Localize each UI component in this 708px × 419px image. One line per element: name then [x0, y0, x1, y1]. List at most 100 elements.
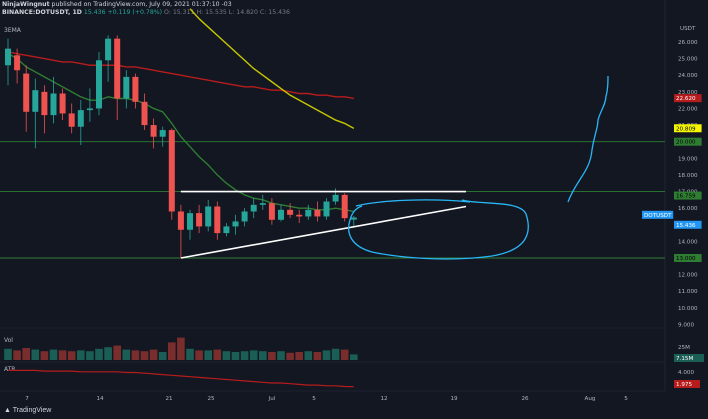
candle-body: [323, 201, 330, 217]
candle-body: [296, 214, 303, 217]
candle: [278, 204, 284, 222]
volume-bar: [313, 352, 322, 360]
candle-body: [268, 203, 275, 220]
candle-body: [150, 125, 157, 137]
candle-body: [50, 93, 57, 116]
atr-indicator-label[interactable]: ATR: [4, 366, 16, 373]
price-tag: 13.000: [674, 254, 702, 262]
volume-bar: [240, 351, 249, 360]
volume-bar: [13, 350, 21, 360]
candle: [205, 199, 212, 232]
time-axis-label: Jul: [268, 396, 276, 402]
candle-body: [68, 113, 75, 127]
time-axis-label: 5: [624, 396, 628, 402]
volume-bars: [4, 337, 358, 360]
volume-bar: [4, 348, 12, 360]
price-tag-label: 20.000: [676, 140, 696, 146]
price-tag-box: [674, 254, 702, 262]
price-axis-tick: 11.000: [678, 289, 698, 295]
candle-body: [241, 211, 248, 222]
candle-body: [77, 110, 84, 127]
volume-bar: [58, 350, 67, 360]
volume-bar: [104, 347, 112, 360]
volume-bar: [268, 352, 276, 360]
price-tag: 16.759: [674, 191, 702, 200]
time-axis-label: 21: [165, 396, 173, 402]
price-tag-box: [674, 137, 702, 146]
symbol-line: BINANCE:DOTUSDT, 1D 15.436 +0.119 (+0.78…: [2, 9, 290, 17]
symbol-label[interactable]: BINANCE:DOTUSDT, 1D: [2, 9, 82, 16]
support-trendline: [180, 205, 467, 259]
price-tag-label: 20.809: [676, 126, 696, 132]
candle-body: [96, 60, 102, 109]
price-tag-label: 15.436: [676, 223, 696, 229]
candle: [50, 76, 57, 124]
candle-body: [259, 203, 266, 205]
candle-body: [187, 213, 193, 230]
price-tag-label: 22.620: [676, 96, 696, 102]
candle-body: [32, 90, 39, 112]
price-tag: 22.620: [674, 94, 702, 103]
candle-body: [168, 130, 175, 212]
price-axis-tick: 19.000: [678, 156, 698, 162]
volume-bar: [295, 352, 303, 360]
price-tag-box: [674, 94, 702, 103]
candle: [32, 78, 39, 149]
volume-bar: [340, 349, 349, 360]
price-tag-label: 13.000: [676, 256, 696, 262]
price-tag: 20.809: [674, 124, 702, 133]
atr-axis-tick: 4.000: [678, 370, 694, 376]
candle-body: [23, 73, 30, 112]
volume-bar: [304, 351, 313, 360]
price-tag-box: [674, 124, 702, 133]
candle-body: [14, 55, 21, 71]
candle: [123, 70, 130, 109]
candle: [132, 73, 139, 109]
volume-bar: [249, 350, 258, 360]
author-name[interactable]: NinjaWingnut: [2, 1, 50, 8]
price-axis-tick: 10.000: [678, 306, 698, 312]
volume-bar: [140, 351, 149, 360]
price-axis-tick: 24.000: [678, 73, 698, 79]
candle: [159, 126, 166, 147]
candle-body: [41, 91, 48, 116]
candle-body: [123, 76, 130, 99]
atr-tag-label: 1.975: [676, 382, 692, 388]
candle-body: [332, 194, 339, 202]
candle: [105, 35, 112, 82]
tradingview-logo[interactable]: ▲ TradingView: [4, 407, 51, 414]
volume-bar: [213, 349, 222, 360]
hand-drawn-circle: [348, 199, 529, 260]
time-axis-label: 12: [380, 396, 387, 402]
price-tag-box: [674, 220, 702, 229]
candle-body: [105, 38, 112, 61]
ema-indicator-label[interactable]: 3EMA: [4, 27, 21, 34]
price-axis-tick: 16.000: [678, 206, 698, 212]
volume-bar: [195, 350, 203, 360]
volume-bar: [186, 348, 194, 360]
price-axis-tick: 18.000: [678, 173, 698, 179]
candle: [177, 204, 184, 258]
tradingview-icon: ▲: [4, 407, 11, 414]
volume-bar: [158, 352, 167, 360]
ema-fast-line: [7, 53, 354, 213]
volume-bar: [350, 354, 358, 360]
price-axis-tick: 22.000: [678, 106, 698, 112]
candle-body: [350, 217, 357, 220]
drawings: [180, 75, 609, 260]
volume-indicator-label[interactable]: Vol: [4, 337, 13, 344]
candle: [5, 38, 11, 86]
candle-body: [196, 213, 203, 227]
price-tag-box: [674, 191, 702, 200]
candle: [332, 188, 339, 205]
volume-bar: [231, 352, 240, 360]
volume-bar: [86, 351, 94, 360]
price-tag-label: DOTUSDT: [644, 213, 672, 219]
time-axis-label: 19: [450, 396, 458, 402]
candle: [150, 118, 157, 149]
volume-tag: 7.15M: [674, 354, 704, 362]
candle: [241, 208, 248, 227]
candle-body: [177, 211, 184, 230]
price-axis-tick: 14.000: [678, 239, 698, 245]
